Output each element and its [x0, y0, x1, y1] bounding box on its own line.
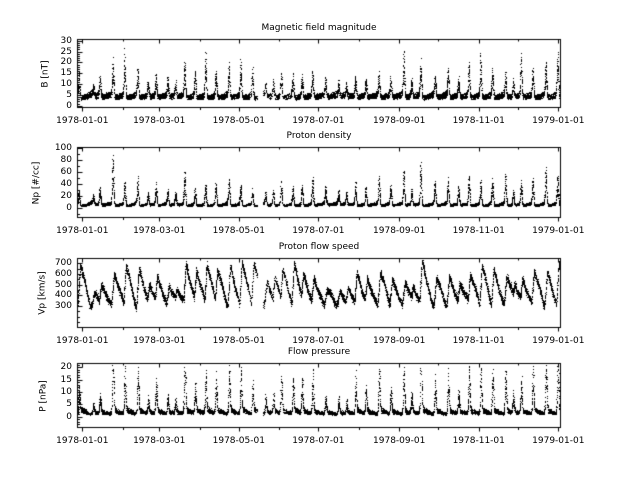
y-tick-label: 5	[66, 399, 72, 409]
panel-title-flow-pressure: Flow pressure	[287, 346, 351, 357]
y-tick-label: 100	[54, 143, 72, 153]
x-tick-label: 1978-05-01	[212, 225, 265, 236]
y-tick-label: 60	[60, 167, 72, 177]
x-tick-label: 1978-03-01	[133, 435, 186, 446]
y-tick-label: 0	[66, 203, 72, 213]
y-tick-label: 20	[60, 362, 72, 372]
y-tick-label: 25	[60, 47, 72, 57]
x-tick-label: 1978-05-01	[212, 115, 265, 126]
y-tick-label: 0	[66, 412, 72, 422]
y-tick-label: 10	[60, 79, 72, 89]
y-tick-label: 30	[60, 36, 72, 46]
x-tick-label: 1978-03-01	[133, 225, 186, 236]
y-tick-label: 80	[60, 155, 72, 165]
x-tick-label: 1978-09-01	[373, 435, 426, 446]
y-tick-label: 300	[54, 301, 72, 311]
y-tick-label: 15	[60, 68, 72, 78]
x-tick-label: 1978-11-01	[452, 435, 505, 446]
x-tick-label: 1978-01-01	[56, 435, 109, 446]
x-tick-label: 1978-09-01	[373, 335, 426, 346]
x-tick-label: 1979-01-01	[532, 435, 585, 446]
x-tick-label: 1978-09-01	[373, 225, 426, 236]
panel-title-magnetic-field-magnitude: Magnetic field magnitude	[261, 22, 377, 33]
y-tick-label: 700	[54, 258, 72, 268]
x-tick-label: 1979-01-01	[532, 335, 585, 346]
x-tick-label: 1978-11-01	[452, 115, 505, 126]
y-tick-label: 10	[60, 387, 72, 397]
x-tick-label: 1978-11-01	[452, 335, 505, 346]
y-tick-label: 600	[54, 269, 72, 279]
y-tick-label: 5	[66, 90, 72, 100]
x-tick-label: 1978-07-01	[292, 335, 345, 346]
x-tick-label: 1978-01-01	[56, 225, 109, 236]
x-tick-label: 1978-05-01	[212, 435, 265, 446]
x-tick-label: 1978-07-01	[292, 435, 345, 446]
x-tick-label: 1978-03-01	[133, 115, 186, 126]
y-tick-label: 20	[60, 57, 72, 67]
panel-title-proton-flow-speed: Proton flow speed	[278, 241, 360, 252]
y-tick-label: 0	[66, 101, 72, 111]
x-tick-label: 1979-01-01	[532, 225, 585, 236]
y-tick-label: 500	[54, 280, 72, 290]
panel-title-proton-density: Proton density	[286, 130, 352, 141]
x-tick-label: 1978-07-01	[292, 115, 345, 126]
y-tick-label: 20	[60, 191, 72, 201]
x-tick-label: 1978-09-01	[373, 115, 426, 126]
x-tick-label: 1978-07-01	[292, 225, 345, 236]
x-tick-label: 1978-01-01	[56, 335, 109, 346]
x-tick-label: 1978-01-01	[56, 115, 109, 126]
x-tick-label: 1978-05-01	[212, 335, 265, 346]
y-tick-label: 400	[54, 290, 72, 300]
x-tick-label: 1978-03-01	[133, 335, 186, 346]
y-tick-label: 15	[60, 375, 72, 385]
x-tick-label: 1978-11-01	[452, 225, 505, 236]
x-tick-label: 1979-01-01	[532, 115, 585, 126]
y-tick-label: 40	[60, 179, 72, 189]
